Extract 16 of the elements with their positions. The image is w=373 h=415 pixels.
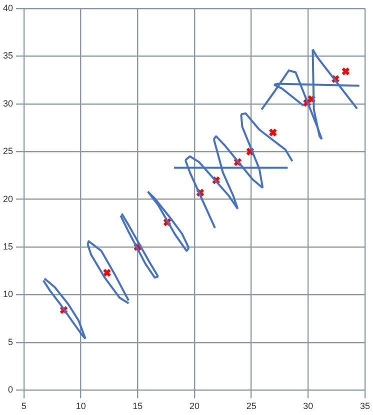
x-tick-label: 10 (76, 401, 86, 412)
y-tick-label: 25 (2, 146, 14, 156)
y-tick-label: 15 (2, 242, 14, 252)
x-tick-label: 25 (246, 401, 256, 412)
x-tick-label: 35 (360, 401, 370, 412)
y-tick-label: 20 (2, 194, 14, 204)
y-tick-label: 40 (2, 2, 14, 13)
x-tick-label: 5 (22, 401, 27, 412)
y-tick-label: 35 (2, 50, 14, 61)
x-tick-label: 20 (189, 401, 200, 412)
y-tick-label: 30 (2, 98, 14, 108)
y-tick-label: 10 (2, 289, 14, 300)
y-tick-label: 0 (8, 384, 14, 395)
x-tick-label: 15 (132, 401, 143, 412)
y-tick-label: 5 (8, 336, 14, 347)
x-tick-label: 30 (303, 401, 314, 412)
